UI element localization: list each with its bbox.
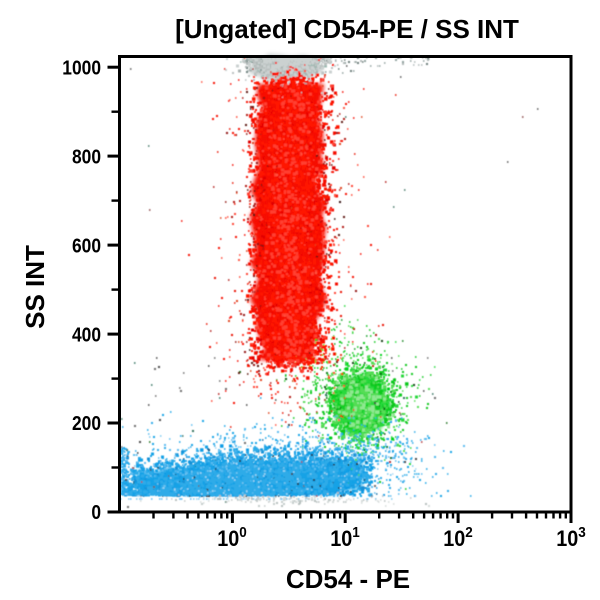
svg-text:600: 600 [72, 234, 101, 256]
svg-text:800: 800 [72, 145, 101, 167]
svg-text:CD54 - PE: CD54 - PE [286, 564, 410, 594]
svg-text:SS INT: SS INT [20, 245, 50, 329]
svg-text:1000: 1000 [62, 56, 101, 78]
svg-text:0: 0 [91, 501, 101, 523]
svg-text:102: 102 [443, 524, 473, 551]
svg-text:[Ungated] CD54-PE / SS INT: [Ungated] CD54-PE / SS INT [175, 14, 519, 44]
svg-text:400: 400 [72, 323, 101, 345]
svg-text:200: 200 [72, 412, 101, 434]
